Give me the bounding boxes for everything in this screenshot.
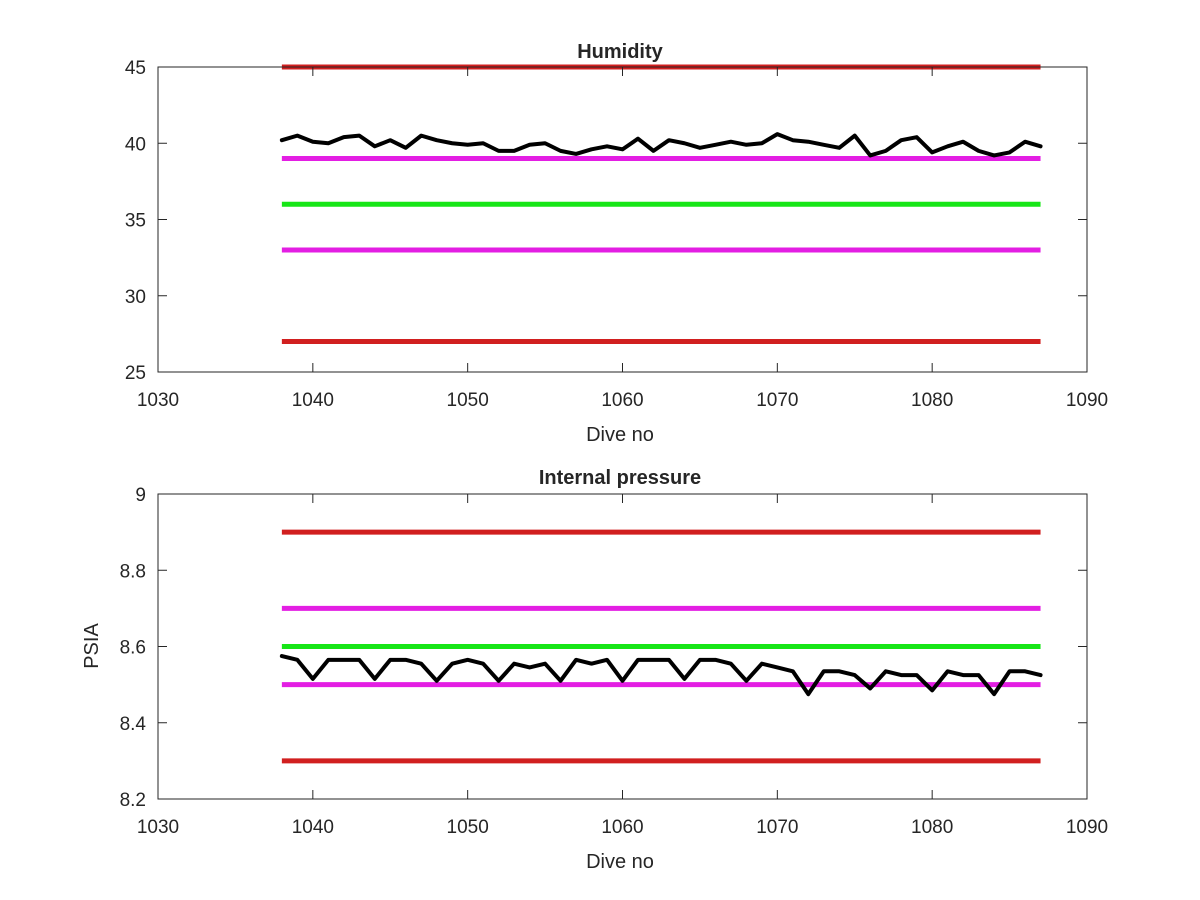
internal-pressure-chart-title: Internal pressure	[539, 467, 701, 489]
internal-pressure-y-tick-label: 8.2	[120, 790, 146, 811]
humidity-x-ticks: 1030 1040 1050 1060 1070 1080 1090	[137, 67, 1108, 411]
internal-pressure-y-tick-label: 8.8	[120, 561, 146, 582]
internal-pressure-x-tick-label: 1040	[292, 817, 334, 838]
humidity-chart-title: Humidity	[577, 41, 663, 63]
internal-pressure-x-ticks: 1030 1040 1050 1060 1070 1080 1090	[137, 494, 1108, 838]
humidity-series	[279, 132, 1043, 158]
internal-pressure-x-tick-label: 1080	[911, 817, 953, 838]
humidity-y-tick-label: 25	[125, 363, 146, 384]
internal-pressure-x-tick-label: 1050	[447, 817, 489, 838]
internal-pressure-x-axis-label: Dive no	[586, 851, 654, 873]
humidity-y-tick-label: 30	[125, 287, 146, 308]
internal-pressure-y-ticks: 8.2 8.4 8.6 8.8 9	[120, 485, 1087, 811]
internal-pressure-x-tick-label: 1030	[137, 817, 179, 838]
humidity-x-tick-label: 1060	[601, 390, 643, 411]
humidity-y-tick-label: 45	[125, 58, 146, 79]
humidity-x-tick-label: 1030	[137, 390, 179, 411]
humidity-y-ticks: 25 30 35 40 45	[125, 58, 1087, 384]
internal-pressure-x-tick-label: 1060	[601, 817, 643, 838]
internal-pressure-threshold-lines	[281, 529, 1041, 764]
humidity-x-axis-label: Dive no	[586, 424, 654, 446]
internal-pressure-x-tick-label: 1070	[756, 817, 798, 838]
humidity-y-tick-label: 40	[125, 134, 146, 155]
internal-pressure-series	[279, 654, 1043, 697]
internal-pressure-y-tick-label: 8.6	[120, 638, 146, 659]
internal-pressure-y-axis-label: PSIA	[81, 623, 103, 669]
humidity-x-tick-label: 1070	[756, 390, 798, 411]
internal-pressure-x-tick-label: 1090	[1066, 817, 1108, 838]
internal-pressure-y-tick-label: 8.4	[120, 714, 147, 735]
humidity-y-tick-label: 35	[125, 211, 146, 232]
internal-pressure-series-line-0	[279, 654, 1043, 697]
internal-pressure-chart: Internal pressure 1030 1040 1050 1060 1070 10…	[81, 467, 1108, 873]
humidity-x-tick-label: 1040	[292, 390, 334, 411]
humidity-x-tick-label: 1050	[447, 390, 489, 411]
humidity-x-tick-label: 1080	[911, 390, 953, 411]
internal-pressure-y-tick-label: 9	[135, 485, 146, 506]
humidity-chart: Humidity 1030 1040 1050 1060 1070 1080 1090 25…	[125, 41, 1108, 446]
humidity-series-line-0	[279, 132, 1043, 158]
humidity-x-tick-label: 1090	[1066, 390, 1108, 411]
